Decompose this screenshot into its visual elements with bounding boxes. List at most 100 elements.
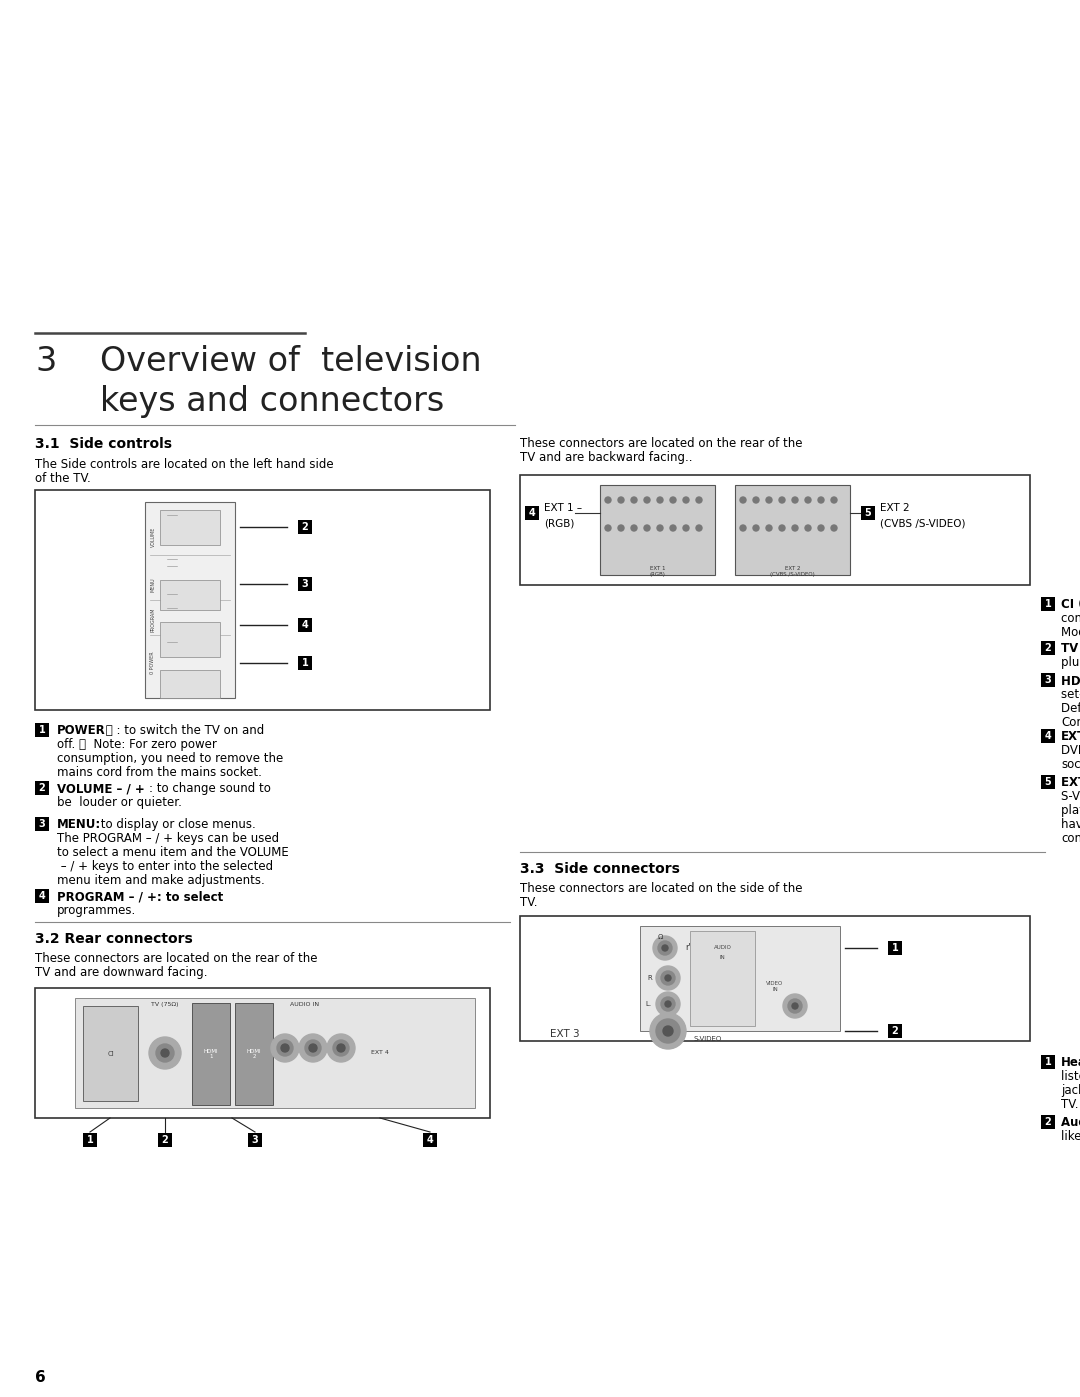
Text: 5: 5 bbox=[1044, 777, 1051, 787]
Circle shape bbox=[683, 497, 689, 503]
FancyBboxPatch shape bbox=[298, 617, 312, 631]
Text: EXT4:: EXT4: bbox=[1061, 731, 1080, 743]
Text: MENU: MENU bbox=[150, 577, 156, 592]
Text: The Side controls are located on the left hand side: The Side controls are located on the lef… bbox=[35, 458, 334, 471]
Circle shape bbox=[779, 497, 785, 503]
Text: These connectors are located on the side of the: These connectors are located on the side… bbox=[519, 882, 802, 895]
Text: EXT 1: EXT 1 bbox=[1061, 775, 1080, 789]
Text: be  louder or quieter.: be louder or quieter. bbox=[57, 796, 181, 809]
Circle shape bbox=[740, 497, 746, 503]
Text: These connectors are located on the rear of the: These connectors are located on the rear… bbox=[519, 437, 802, 450]
Circle shape bbox=[661, 997, 675, 1011]
Text: S-VIDEO: S-VIDEO bbox=[693, 1037, 721, 1042]
Bar bbox=[640, 926, 840, 1031]
Text: 4: 4 bbox=[427, 1134, 433, 1146]
Text: of the TV.: of the TV. bbox=[35, 472, 91, 485]
Text: TV.: TV. bbox=[519, 895, 538, 909]
Bar bbox=[145, 502, 235, 698]
Circle shape bbox=[818, 497, 824, 503]
Circle shape bbox=[631, 525, 637, 531]
Text: 2: 2 bbox=[892, 1025, 899, 1037]
Bar bbox=[735, 485, 850, 576]
Text: The PROGRAM – / + keys can be used: The PROGRAM – / + keys can be used bbox=[57, 833, 279, 845]
Circle shape bbox=[683, 525, 689, 531]
Bar bbox=[235, 1003, 273, 1105]
Text: VIDEO
IN: VIDEO IN bbox=[767, 981, 784, 992]
Circle shape bbox=[656, 1018, 680, 1044]
Circle shape bbox=[661, 971, 675, 985]
FancyBboxPatch shape bbox=[1041, 729, 1055, 743]
Text: Headphone: Headphone bbox=[1061, 1056, 1080, 1069]
Circle shape bbox=[271, 1034, 299, 1062]
Text: CI (Common Interface) slot: CI (Common Interface) slot bbox=[1061, 598, 1080, 610]
Circle shape bbox=[618, 497, 624, 503]
Text: connect a CAM (Conditional Access: connect a CAM (Conditional Access bbox=[1061, 612, 1080, 624]
Text: POWER: POWER bbox=[57, 724, 106, 738]
Text: 6: 6 bbox=[35, 1370, 45, 1384]
Text: Audio Video: Audio Video bbox=[1061, 1116, 1080, 1129]
FancyBboxPatch shape bbox=[888, 1024, 902, 1038]
Circle shape bbox=[665, 1002, 671, 1007]
Text: (CVBS /S-VIDEO): (CVBS /S-VIDEO) bbox=[880, 520, 966, 529]
FancyBboxPatch shape bbox=[248, 1133, 262, 1147]
Text: AUDIO: AUDIO bbox=[714, 944, 731, 950]
Circle shape bbox=[644, 497, 650, 503]
Circle shape bbox=[753, 525, 759, 531]
Text: 3.2 Rear connectors: 3.2 Rear connectors bbox=[35, 932, 192, 946]
Text: EXT 3: EXT 3 bbox=[550, 1030, 580, 1039]
Circle shape bbox=[161, 1049, 168, 1058]
FancyBboxPatch shape bbox=[888, 942, 902, 956]
Circle shape bbox=[663, 1025, 673, 1037]
Circle shape bbox=[333, 1039, 349, 1056]
Text: Overview of  television: Overview of television bbox=[100, 345, 482, 379]
Text: Module) and a smartcard.: Module) and a smartcard. bbox=[1061, 626, 1080, 638]
FancyBboxPatch shape bbox=[298, 655, 312, 669]
Circle shape bbox=[792, 525, 798, 531]
Text: 3.3  Side connectors: 3.3 Side connectors bbox=[519, 862, 680, 876]
Text: 2: 2 bbox=[162, 1134, 168, 1146]
Circle shape bbox=[766, 525, 772, 531]
Text: mains cord from the mains socket.: mains cord from the mains socket. bbox=[57, 766, 261, 780]
FancyBboxPatch shape bbox=[1041, 775, 1055, 789]
Text: plug into the  75 Ω ⊤⊤ socket.: plug into the 75 Ω ⊤⊤ socket. bbox=[1061, 657, 1080, 669]
Text: 3: 3 bbox=[252, 1134, 258, 1146]
Bar bbox=[192, 1003, 230, 1105]
Text: like camera or camcorder.: like camera or camcorder. bbox=[1061, 1130, 1080, 1143]
Text: These connectors are located on the rear of the: These connectors are located on the rear… bbox=[35, 951, 318, 965]
Text: 3.1  Side controls: 3.1 Side controls bbox=[35, 437, 172, 451]
Text: 5: 5 bbox=[865, 509, 872, 518]
Text: 4: 4 bbox=[301, 620, 309, 630]
Text: : to change sound to: : to change sound to bbox=[149, 782, 271, 795]
Text: 3: 3 bbox=[301, 580, 309, 590]
FancyBboxPatch shape bbox=[1041, 597, 1055, 610]
Text: R: R bbox=[647, 975, 652, 981]
Bar bbox=[35, 490, 490, 710]
Circle shape bbox=[818, 525, 824, 531]
Circle shape bbox=[665, 975, 671, 981]
Text: (RGB): (RGB) bbox=[544, 520, 575, 529]
Circle shape bbox=[831, 497, 837, 503]
Text: 4: 4 bbox=[1044, 731, 1051, 740]
Text: EXT 2
(CVBS /S-VIDEO): EXT 2 (CVBS /S-VIDEO) bbox=[770, 566, 815, 577]
Bar bbox=[160, 510, 220, 545]
FancyBboxPatch shape bbox=[35, 781, 49, 795]
Circle shape bbox=[281, 1044, 289, 1052]
Bar bbox=[160, 622, 220, 657]
Text: 3: 3 bbox=[1044, 675, 1051, 685]
Bar bbox=[600, 485, 715, 576]
Text: EXT 1
(RGB): EXT 1 (RGB) bbox=[649, 566, 665, 577]
Text: 1: 1 bbox=[301, 658, 309, 668]
Text: EXT 4: EXT 4 bbox=[372, 1051, 389, 1056]
Bar bbox=[519, 475, 1030, 585]
Text: TV (75Ω): TV (75Ω) bbox=[151, 1002, 179, 1007]
FancyBboxPatch shape bbox=[1041, 641, 1055, 655]
Circle shape bbox=[805, 497, 811, 503]
Text: DVD, Decoder which have the same: DVD, Decoder which have the same bbox=[1061, 745, 1080, 757]
Text: 1: 1 bbox=[892, 943, 899, 953]
Text: Computer.: Computer. bbox=[1061, 717, 1080, 729]
Text: TV Aerial: TV Aerial bbox=[1061, 643, 1080, 655]
Text: sockets.: sockets. bbox=[1061, 759, 1080, 771]
Text: 0 POWER: 0 POWER bbox=[150, 651, 156, 673]
Text: TV and are downward facing.: TV and are downward facing. bbox=[35, 965, 207, 979]
Text: Definition equipment or Personal: Definition equipment or Personal bbox=[1061, 703, 1080, 715]
